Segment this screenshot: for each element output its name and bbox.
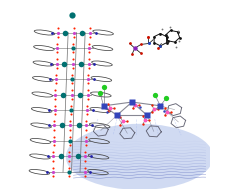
Ellipse shape [65, 124, 212, 189]
